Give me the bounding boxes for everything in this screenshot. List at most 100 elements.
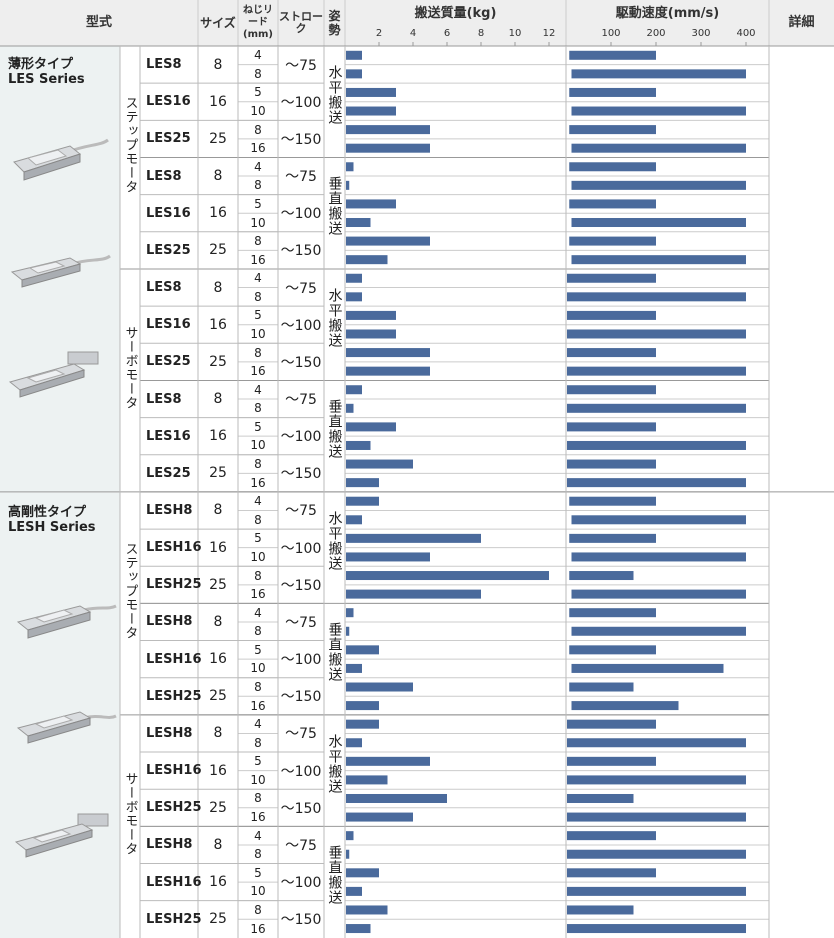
size-value: 16 <box>209 93 227 110</box>
payload-bar <box>346 868 379 878</box>
stroke-value: 〜100 <box>280 429 322 446</box>
lead-value: 4 <box>254 382 262 397</box>
stroke-value: 〜150 <box>280 689 322 706</box>
size-value: 8 <box>213 279 223 296</box>
payload-bar <box>346 682 413 692</box>
model-name: LESH8 <box>146 837 193 853</box>
stroke-value: 〜100 <box>280 206 322 223</box>
actuator-image <box>16 604 117 639</box>
payload-bar <box>346 440 371 450</box>
speed-bar <box>571 180 746 190</box>
model-name: LES25 <box>146 465 191 481</box>
speed-bar <box>569 199 656 209</box>
payload-bar <box>346 719 379 729</box>
payload-bar <box>346 255 388 265</box>
posture-label-horizontal: 水平搬送 <box>326 287 343 348</box>
lead-value: 5 <box>254 419 262 434</box>
stroke-value: 〜75 <box>285 280 317 297</box>
payload-bar <box>346 701 379 711</box>
lead-value: 8 <box>254 791 262 806</box>
lead-value: 8 <box>254 568 262 583</box>
actuator-image <box>16 711 117 744</box>
speed-bar <box>567 385 656 395</box>
speed-tick-label: 200 <box>646 28 666 39</box>
speed-bar <box>571 515 746 525</box>
stroke-value: 〜75 <box>285 614 317 631</box>
model-name: LES8 <box>146 280 182 296</box>
speed-bar <box>569 496 656 506</box>
lead-value: 4 <box>254 48 262 63</box>
size-value: 25 <box>209 576 227 593</box>
model-name: LESH16 <box>146 651 202 667</box>
speed-bar <box>569 608 656 618</box>
speed-bar <box>571 663 724 673</box>
motor-label-step: ステップモータ <box>122 542 138 641</box>
speed-bar <box>567 756 656 766</box>
model-name: LES8 <box>146 391 182 407</box>
stroke-value: 〜150 <box>280 800 322 817</box>
speed-bar <box>567 868 656 878</box>
actuator-image <box>8 351 99 398</box>
size-value: 8 <box>213 725 223 742</box>
payload-tick-label: 10 <box>508 28 522 39</box>
payload-bar <box>346 496 379 506</box>
payload-bar <box>346 106 396 116</box>
model-name: LES16 <box>146 205 191 221</box>
size-value: 8 <box>213 613 223 630</box>
lead-value: 8 <box>254 680 262 694</box>
payload-bar <box>346 478 379 488</box>
lead-value: 10 <box>250 772 266 787</box>
payload-bar <box>346 143 430 153</box>
payload-bar <box>346 924 371 934</box>
posture-label-horizontal: 水平搬送 <box>326 64 343 125</box>
speed-bar <box>567 849 746 859</box>
speed-bar <box>569 533 656 543</box>
lead-value: 5 <box>254 754 262 769</box>
lead-value: 16 <box>250 141 266 156</box>
posture-label-horizontal: 水平搬送 <box>326 510 343 571</box>
payload-bar <box>346 273 362 283</box>
payload-tick-label: 12 <box>542 28 556 39</box>
speed-bar <box>567 366 746 376</box>
model-name: LESH8 <box>146 502 193 518</box>
actuator-image <box>10 254 111 288</box>
size-value: 25 <box>209 465 227 482</box>
lead-value: 8 <box>254 234 262 249</box>
payload-bar <box>346 533 481 543</box>
stroke-value: 〜75 <box>285 57 317 74</box>
size-value: 16 <box>209 205 227 222</box>
speed-bar <box>567 273 656 283</box>
size-value: 16 <box>209 762 227 779</box>
model-name: LES16 <box>146 428 191 444</box>
posture-label-vertical: 垂直搬送 <box>326 845 343 906</box>
payload-bar <box>346 905 388 915</box>
size-value: 8 <box>213 836 223 853</box>
payload-bar <box>346 886 362 896</box>
payload-bar <box>346 348 430 358</box>
model-name: LES25 <box>146 242 191 258</box>
header-lead: ねじリード(mm) <box>243 5 273 40</box>
payload-bar <box>346 403 354 413</box>
speed-bar <box>567 310 656 320</box>
lead-value: 16 <box>250 698 266 713</box>
size-value: 25 <box>209 799 227 816</box>
size-value: 25 <box>209 353 227 370</box>
payload-bar <box>346 199 396 209</box>
stroke-value: 〜150 <box>280 577 322 594</box>
model-name: LES25 <box>146 131 191 147</box>
speed-tick-label: 300 <box>691 28 711 39</box>
size-value: 8 <box>213 168 223 185</box>
lead-value: 10 <box>250 104 266 119</box>
payload-bar <box>346 69 362 79</box>
payload-bar <box>346 515 362 525</box>
speed-bar <box>567 459 656 469</box>
speed-bar <box>567 348 656 358</box>
model-name: LES16 <box>146 317 191 333</box>
payload-bar <box>346 87 396 97</box>
payload-bar <box>346 589 481 599</box>
lead-value: 5 <box>254 865 262 880</box>
lead-value: 8 <box>254 178 262 193</box>
lead-value: 10 <box>250 326 266 341</box>
speed-bar <box>571 143 746 153</box>
lead-value: 16 <box>250 921 266 936</box>
